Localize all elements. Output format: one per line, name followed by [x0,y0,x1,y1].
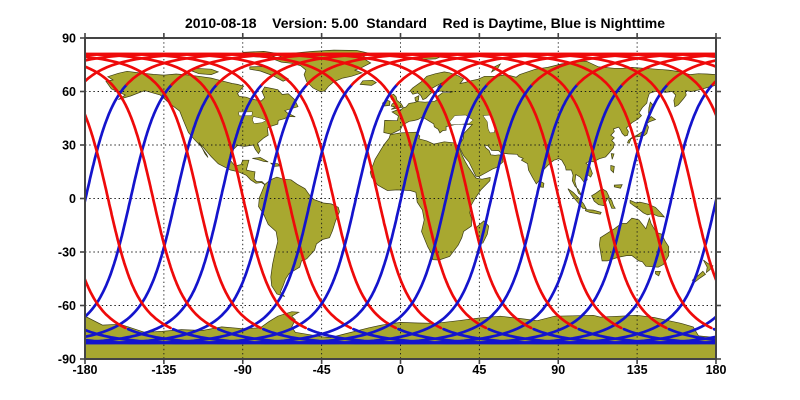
landmass-antarctica [85,311,716,359]
y-tick-label: 60 [62,85,76,99]
y-tick-label: 90 [62,32,76,46]
landmass-java [585,209,602,215]
y-tick-label: 30 [62,139,76,153]
daytime-track [85,55,262,330]
landmass-tasmania [655,270,661,277]
landmass-south-america [258,176,340,297]
x-tick-label: -90 [234,363,252,377]
x-tick-label: -180 [72,363,97,377]
landmass-iceland [359,79,377,86]
nighttime-track [307,83,624,345]
landmass-new-zealand-north [703,259,714,274]
landmass-luzon [610,165,615,174]
nighttime-track [442,194,716,345]
landmass-cuba [252,157,269,163]
daytime-track [85,52,308,330]
land-layer [85,49,716,359]
landmass-mindanao [613,184,623,189]
y-tick-label: -30 [58,246,76,260]
track-layer [85,52,716,345]
nighttime-track [487,314,716,345]
axis-ticks [80,33,721,364]
daytime-track [85,65,217,330]
lake-lower-great-lakes [252,116,267,124]
x-tick-label: -135 [151,363,176,377]
nighttime-track [85,83,218,339]
plot-title: 2010-08-18 Version: 5.00 Standard Red is… [185,15,665,31]
y-tick-label: -90 [58,353,76,367]
nighttime-track [352,83,669,345]
nighttime-track [85,83,398,345]
x-tick-label: -45 [313,363,331,377]
landmass-taiwan [610,153,615,160]
nighttime-track [85,83,128,207]
nighttime-track [397,83,714,345]
daytime-track [485,52,716,86]
x-tick-label: 180 [706,363,727,377]
y-tick-label: -60 [58,299,76,313]
nighttime-track [261,83,579,345]
landmass-sulawesi [608,196,616,209]
nighttime-track [216,83,534,345]
x-tick-label: 0 [397,363,404,377]
x-tick-label: 135 [627,363,648,377]
nighttime-track [126,83,443,345]
landmass-new-guinea [629,199,666,218]
daytime-track [85,111,172,330]
x-tick-label: 45 [472,363,486,377]
nighttime-track [85,83,308,345]
nighttime-track [85,83,263,344]
plot-border [84,37,717,360]
y-tick-label: 0 [69,192,76,206]
nighttime-track [85,83,173,319]
nighttime-track [85,83,353,345]
x-tick-label: 90 [551,363,565,377]
nighttime-track [171,83,489,345]
